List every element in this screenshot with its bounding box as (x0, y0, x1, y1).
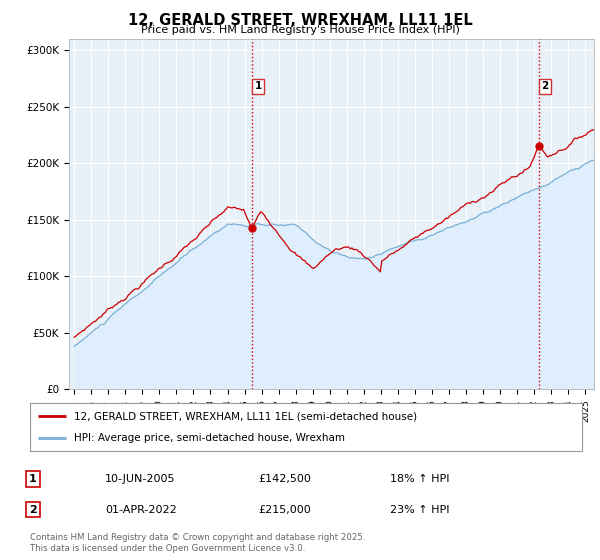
Text: 18% ↑ HPI: 18% ↑ HPI (390, 474, 449, 484)
Text: Contains HM Land Registry data © Crown copyright and database right 2025.
This d: Contains HM Land Registry data © Crown c… (30, 533, 365, 553)
Text: 2: 2 (541, 81, 548, 91)
Text: £142,500: £142,500 (258, 474, 311, 484)
Text: 23% ↑ HPI: 23% ↑ HPI (390, 505, 449, 515)
Text: 12, GERALD STREET, WREXHAM, LL11 1EL (semi-detached house): 12, GERALD STREET, WREXHAM, LL11 1EL (se… (74, 411, 417, 421)
Text: 2: 2 (29, 505, 37, 515)
Text: 12, GERALD STREET, WREXHAM, LL11 1EL: 12, GERALD STREET, WREXHAM, LL11 1EL (128, 13, 472, 28)
Text: 1: 1 (254, 81, 262, 91)
Text: 10-JUN-2005: 10-JUN-2005 (105, 474, 176, 484)
Text: HPI: Average price, semi-detached house, Wrexham: HPI: Average price, semi-detached house,… (74, 433, 345, 443)
Text: Price paid vs. HM Land Registry's House Price Index (HPI): Price paid vs. HM Land Registry's House … (140, 25, 460, 35)
Text: £215,000: £215,000 (258, 505, 311, 515)
Text: 01-APR-2022: 01-APR-2022 (105, 505, 177, 515)
Text: 1: 1 (29, 474, 37, 484)
